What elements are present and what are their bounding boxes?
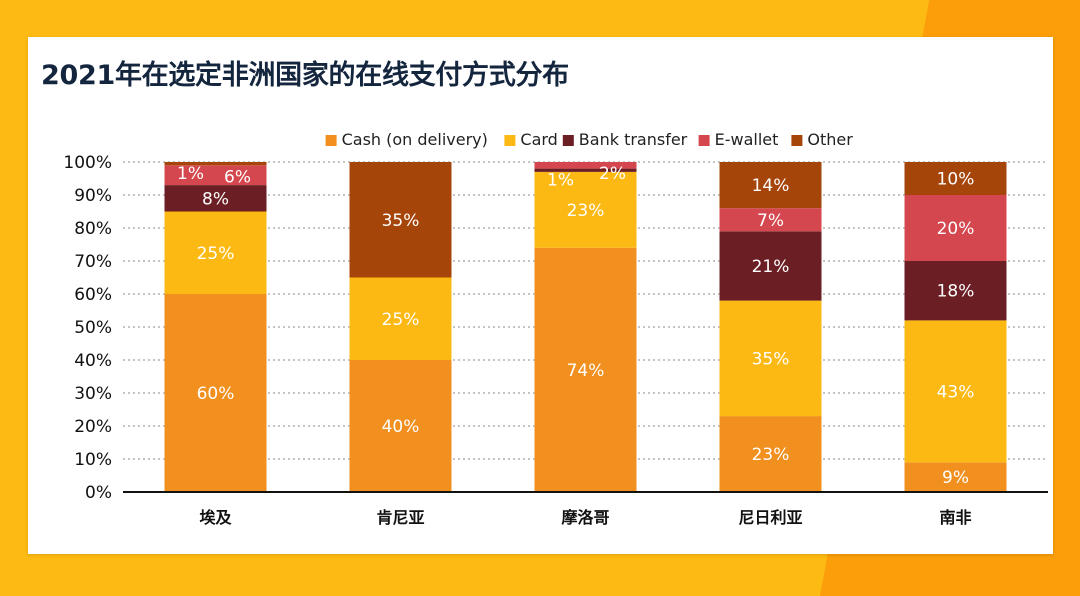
legend-entry: Other	[807, 130, 853, 149]
category-label: 肯尼亚	[376, 508, 424, 527]
y-tick-label: 10%	[74, 450, 112, 470]
y-tick-label: 20%	[74, 417, 112, 437]
category-label: 摩洛哥	[561, 508, 609, 527]
data-label: 35%	[382, 211, 420, 231]
y-tick-label: 50%	[74, 318, 112, 338]
bar-segment	[719, 416, 822, 492]
bar-segment	[164, 162, 267, 166]
legend-swatch	[698, 135, 710, 146]
y-tick-label: 100%	[63, 153, 112, 173]
category-label: 尼日利亚	[738, 508, 802, 527]
bar-segment	[719, 300, 822, 417]
data-label: 35%	[752, 349, 790, 369]
category-label: 埃及	[199, 508, 232, 527]
bar-segment	[534, 247, 637, 492]
bar-segment	[904, 462, 1007, 492]
chart-title: 2021年在选定非洲国家的在线支付方式分布	[41, 60, 569, 91]
data-label: 20%	[937, 219, 975, 239]
data-label: 14%	[752, 176, 790, 196]
data-label: 18%	[937, 282, 975, 302]
legend-entry: E-wallet	[715, 130, 779, 149]
legend-swatch	[791, 135, 803, 146]
data-label: 6%	[224, 167, 251, 187]
data-label: 1%	[547, 171, 574, 191]
bar-segment	[349, 360, 452, 492]
legend-entry: Card	[520, 130, 557, 149]
y-tick-label: 30%	[74, 384, 112, 404]
bar-segment	[719, 208, 822, 232]
data-labels: 60% 25% 8%6% 1% 40% 25% 35% 74% 23% 1% 2% 23% 35% 21%…	[177, 164, 974, 488]
data-label: 60%	[197, 384, 235, 404]
bar-segment	[904, 195, 1007, 261]
bar-segment	[904, 261, 1007, 321]
y-tick-label: 40%	[74, 351, 112, 371]
data-label: 25%	[197, 244, 235, 264]
chart-card: 2021年在选定非洲国家的在线支付方式分布 60% 25% 8% 6% 1% 40% 25%…	[28, 37, 1053, 554]
bar-segment	[719, 162, 822, 209]
data-label: 43%	[937, 382, 975, 402]
legend-swatch	[504, 135, 516, 146]
data-label: 74%	[567, 361, 605, 381]
bar-segment	[534, 162, 637, 169]
legend-swatch	[562, 135, 574, 146]
category-label: 南非	[939, 508, 971, 527]
axes: 0% 10% 20% 30% 40% 50% 60% 70% 80% 90% 100% 埃及 肯尼亚 摩洛…	[63, 153, 1048, 527]
y-tick-label: 90%	[74, 186, 112, 206]
y-tick-label: 70%	[74, 252, 112, 272]
y-tick-label: 0%	[85, 483, 112, 503]
bars	[164, 162, 1007, 492]
bar-segment	[719, 231, 822, 301]
data-label: 7%	[757, 211, 784, 231]
bar-segment	[164, 165, 267, 186]
y-tick-label: 60%	[74, 285, 112, 305]
legend-swatch	[325, 135, 337, 146]
data-label: 23%	[752, 445, 790, 465]
bar-segment	[349, 277, 452, 360]
data-label: 10%	[937, 170, 975, 190]
data-label: 23%	[567, 201, 605, 221]
legend-entry: Cash (on delivery)	[342, 130, 488, 149]
bar-segment	[164, 185, 267, 212]
data-label: 2%	[599, 164, 626, 184]
bar-segment	[534, 168, 637, 172]
bar-segment	[904, 320, 1007, 463]
bar-segment	[534, 171, 637, 248]
data-label: 1%	[177, 164, 204, 184]
data-label: 40%	[382, 417, 420, 437]
data-label: 8%	[202, 189, 229, 209]
data-label: 21%	[752, 257, 790, 277]
bar-segment	[349, 162, 452, 278]
data-label: 9%	[942, 468, 969, 488]
data-label: 25%	[382, 310, 420, 330]
stacked-bar-chart: 60% 25% 8%6% 1% 40% 25% 35% 74% 23% 1% 2% 23% 35% 21%…	[63, 130, 1048, 527]
legend-entry: Bank transfer	[579, 130, 688, 149]
legend: Cash (on delivery) Card Bank transfer E-wal…	[325, 130, 853, 149]
gridlines	[123, 161, 1048, 460]
bar-segment	[164, 211, 267, 294]
bar-segment	[904, 162, 1007, 195]
bar-segment	[164, 294, 267, 492]
y-tick-label: 80%	[74, 219, 112, 239]
